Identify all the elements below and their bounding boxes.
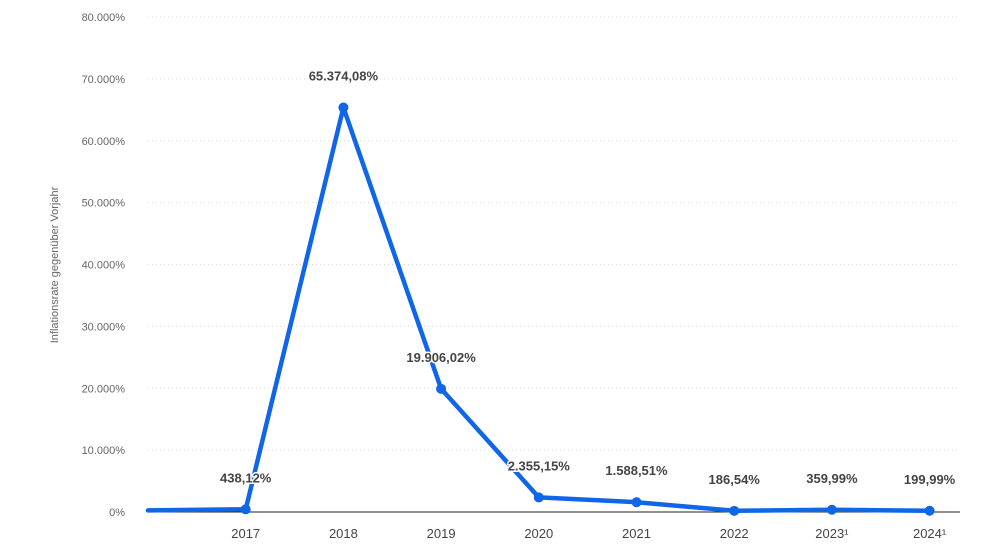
y-tick-label: 0% [109,507,125,519]
x-tick-label: 2020 [524,526,553,541]
data-point [436,383,447,394]
y-tick-label: 70.000% [82,74,126,86]
y-tick-label: 20.000% [82,383,126,395]
grid-lines [148,16,960,451]
y-tick-label: 60.000% [82,136,126,148]
y-tick-label: 80.000% [82,12,126,24]
data-points [240,102,935,516]
data-label: 438,12% [220,470,272,485]
y-axis-ticks: 0% 10.000% 20.000% 30.000% 40.000% 50.000% 60.… [82,12,126,519]
data-label: 1.588,51% [605,463,668,478]
data-label: 2.355,15% [508,458,571,473]
x-axis-ticks: 2017 2018 2019 2020 2021 2022 2023¹ 2024¹ [231,526,947,541]
x-tick-label: 2021 [622,526,651,541]
y-tick-label: 40.000% [82,260,126,272]
x-tick-label: 2023¹ [815,526,849,541]
y-tick-label: 30.000% [82,321,126,333]
data-point [729,505,740,516]
y-tick-label: 50.000% [82,198,126,210]
data-point [338,102,349,113]
x-tick-label: 2019 [427,526,456,541]
x-tick-label: 2022 [720,526,749,541]
data-point [826,504,837,515]
data-label: 186,54% [709,472,761,487]
data-label: 19.906,02% [406,350,476,365]
data-point [240,504,251,515]
data-label: 199,99% [904,472,956,487]
data-labels: 438,12% 65.374,08% 19.906,02% 2.355,15% 1.58… [219,67,958,488]
data-label: 65.374,08% [309,68,379,83]
data-label: 359,99% [806,471,858,486]
y-axis-label: Inflationsrate gegenüber Vorjahr [49,186,61,343]
data-point [631,497,642,508]
data-point [533,492,544,503]
x-tick-label: 2018 [329,526,358,541]
y-tick-label: 10.000% [82,445,126,457]
x-tick-label: 2024¹ [913,526,947,541]
x-tick-label: 2017 [231,526,260,541]
data-point [924,505,935,516]
